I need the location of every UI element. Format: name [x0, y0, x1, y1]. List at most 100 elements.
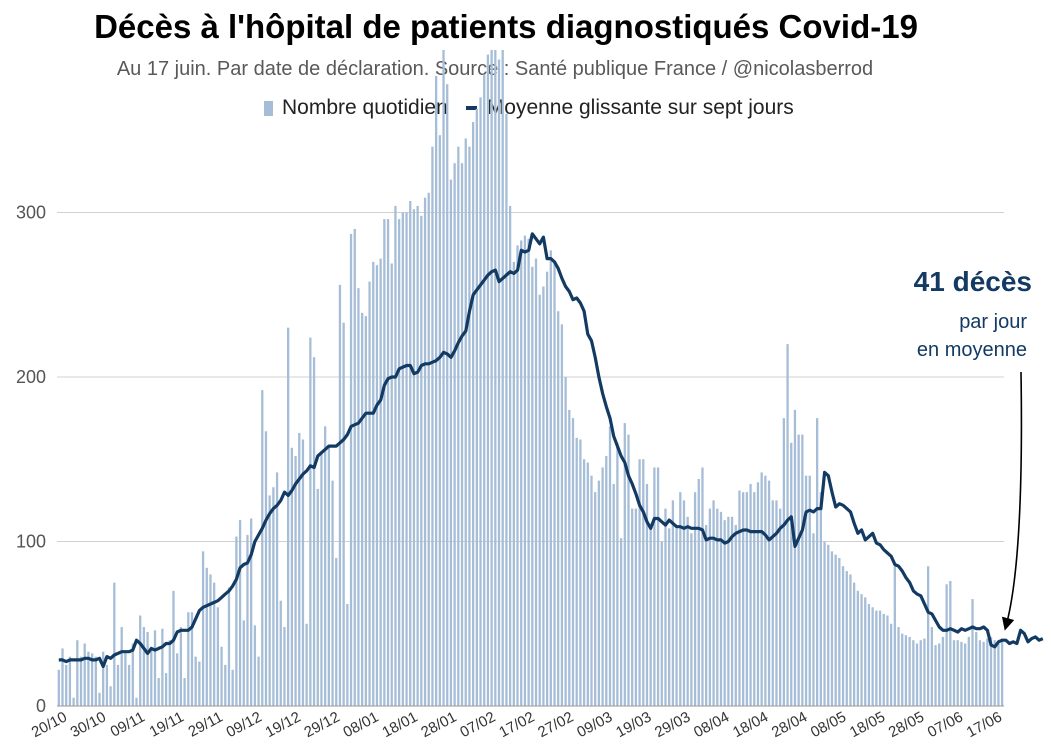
x-tick-label: 09/03	[574, 709, 615, 742]
bar	[423, 197, 427, 706]
bar	[645, 483, 649, 706]
bar	[871, 607, 874, 706]
bar	[597, 480, 601, 706]
bar	[401, 212, 404, 706]
bar	[57, 669, 60, 706]
bar	[494, 50, 497, 706]
bar	[838, 557, 841, 706]
bars-group	[57, 50, 1004, 707]
bar	[220, 646, 223, 706]
legend-bar-swatch	[264, 100, 273, 116]
bar	[468, 146, 471, 706]
bar	[120, 627, 123, 706]
annotation-value: 41 décès	[913, 266, 1032, 297]
bar	[264, 431, 268, 706]
bar	[627, 434, 630, 706]
bar	[660, 541, 663, 706]
bar	[361, 312, 364, 706]
bar	[427, 192, 430, 706]
bar	[364, 316, 367, 706]
bar	[767, 480, 771, 706]
bar	[642, 459, 645, 706]
bar	[616, 442, 619, 706]
bar	[65, 664, 68, 706]
bar	[238, 520, 242, 706]
x-tick-label: 28/04	[769, 709, 810, 742]
bar	[760, 472, 763, 706]
bar	[324, 426, 327, 706]
bar	[886, 615, 889, 706]
bar	[997, 641, 1000, 706]
bar	[734, 525, 737, 706]
bar	[878, 610, 882, 706]
bar	[579, 439, 582, 706]
bar	[176, 653, 179, 706]
bar	[305, 623, 308, 706]
bar	[312, 357, 316, 706]
bar	[664, 508, 667, 706]
bar	[161, 628, 164, 706]
bar	[397, 219, 401, 706]
bar	[738, 490, 741, 706]
x-tick-label: 27/02	[535, 709, 576, 742]
bar	[952, 640, 956, 706]
bar	[87, 651, 90, 706]
bar	[172, 590, 175, 706]
bar	[804, 475, 808, 706]
bar	[727, 516, 730, 706]
bar	[135, 697, 138, 706]
bar	[438, 135, 441, 706]
bar	[623, 423, 626, 706]
bar	[412, 209, 416, 706]
bar	[213, 582, 216, 706]
bar	[682, 500, 686, 706]
bar	[590, 475, 593, 706]
bar	[560, 324, 564, 706]
bar	[756, 482, 760, 706]
bar	[882, 613, 885, 706]
bar	[856, 590, 859, 706]
bar	[830, 551, 834, 706]
bar	[697, 478, 700, 706]
y-tick-label: 0	[36, 696, 46, 716]
x-tick-label: 07/06	[925, 709, 966, 742]
bar	[150, 648, 153, 706]
bar	[956, 640, 959, 706]
bar	[331, 480, 334, 706]
bar	[209, 574, 212, 706]
bar	[779, 508, 782, 706]
bar	[68, 656, 72, 706]
bar	[860, 594, 863, 706]
bar	[464, 138, 467, 707]
bar	[501, 50, 504, 706]
y-tick-label: 300	[16, 203, 46, 223]
bar	[460, 163, 464, 706]
bar	[102, 651, 105, 706]
bar	[571, 418, 575, 706]
bar	[649, 525, 652, 706]
bar	[279, 600, 282, 706]
bar	[231, 669, 234, 706]
bar	[531, 266, 534, 706]
bar	[409, 200, 412, 707]
bar	[919, 640, 922, 706]
bar	[912, 640, 915, 706]
bar	[582, 459, 586, 706]
bar	[190, 612, 194, 706]
bar	[83, 643, 86, 706]
bar	[867, 604, 871, 706]
bar	[301, 439, 305, 706]
x-tick-label: 20/10	[29, 709, 70, 742]
annotation-text: par jour en moyenne	[917, 308, 1027, 364]
bar	[338, 284, 342, 706]
x-tick-label: 29/12	[301, 709, 342, 742]
bar	[368, 281, 371, 706]
bar	[390, 263, 393, 706]
bar	[379, 258, 382, 706]
bar	[523, 235, 527, 706]
bar	[98, 692, 101, 706]
bar	[797, 434, 800, 706]
bar	[841, 566, 845, 706]
bar	[553, 261, 556, 706]
bar	[705, 525, 708, 706]
